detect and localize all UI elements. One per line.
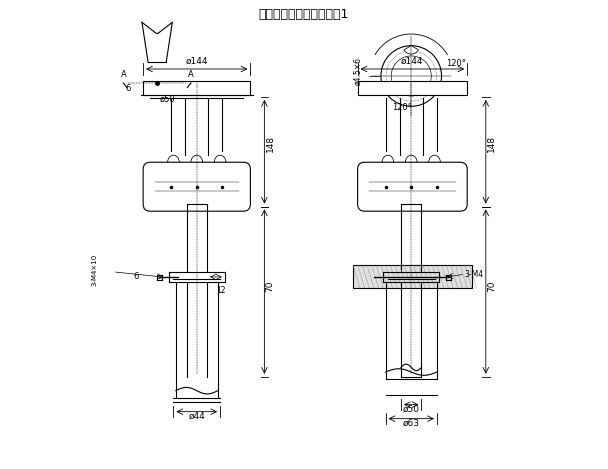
FancyBboxPatch shape bbox=[358, 162, 467, 211]
Text: 6: 6 bbox=[125, 84, 130, 93]
Text: 3-M4×10: 3-M4×10 bbox=[92, 253, 98, 286]
Text: 120°: 120° bbox=[446, 60, 466, 68]
Text: ø144: ø144 bbox=[401, 56, 424, 65]
Text: ø50: ø50 bbox=[402, 405, 420, 414]
Ellipse shape bbox=[168, 155, 179, 169]
Text: 70: 70 bbox=[487, 280, 496, 292]
Wedge shape bbox=[385, 83, 393, 95]
Ellipse shape bbox=[214, 155, 226, 169]
Ellipse shape bbox=[382, 155, 394, 169]
Ellipse shape bbox=[429, 155, 440, 169]
Wedge shape bbox=[404, 45, 418, 54]
Text: 12: 12 bbox=[216, 286, 226, 295]
Text: ø50: ø50 bbox=[159, 95, 175, 104]
Text: 3-M4: 3-M4 bbox=[465, 270, 484, 279]
Bar bbox=[353, 265, 472, 288]
Bar bbox=[143, 81, 250, 95]
Text: 風向風速センサの寸法図1: 風向風速センサの寸法図1 bbox=[259, 8, 349, 22]
Text: 120°: 120° bbox=[392, 103, 412, 112]
FancyBboxPatch shape bbox=[143, 162, 250, 211]
Text: A: A bbox=[120, 70, 126, 79]
Text: 148: 148 bbox=[487, 135, 496, 152]
Text: ø63: ø63 bbox=[402, 419, 420, 428]
Text: ø144: ø144 bbox=[185, 56, 208, 65]
Bar bbox=[358, 81, 467, 95]
Text: 148: 148 bbox=[266, 135, 274, 152]
Ellipse shape bbox=[406, 155, 417, 169]
Ellipse shape bbox=[191, 155, 202, 169]
Text: ø44: ø44 bbox=[188, 412, 205, 421]
Wedge shape bbox=[429, 83, 438, 95]
Text: A: A bbox=[188, 70, 194, 79]
Text: 6: 6 bbox=[134, 272, 139, 281]
Text: ø4.5×6: ø4.5×6 bbox=[353, 57, 362, 85]
Text: 70: 70 bbox=[266, 280, 274, 292]
